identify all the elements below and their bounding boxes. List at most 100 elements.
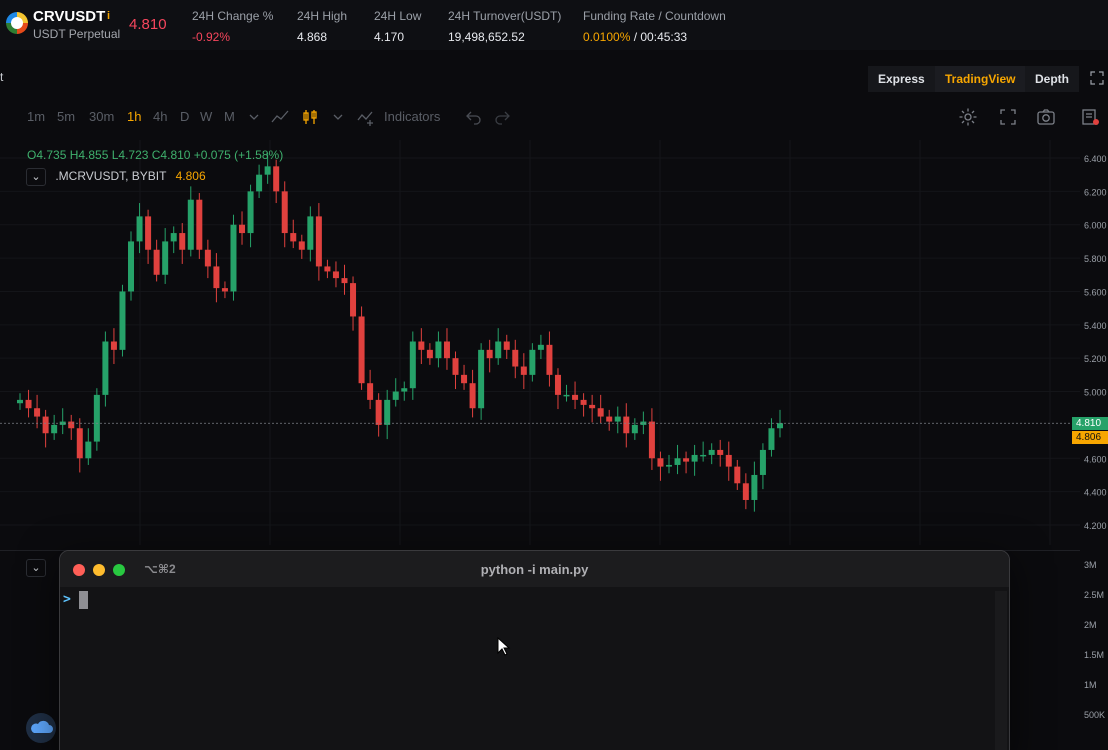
candle-body	[759, 449, 766, 475]
candle-body	[102, 341, 109, 395]
candle-body	[298, 241, 305, 250]
price-axis[interactable]: 6.400 6.200 6.000 5.800 5.600 5.400 5.200 5.000…	[1080, 140, 1108, 750]
timeframe-4h[interactable]: 4h	[153, 109, 168, 124]
terminal-window[interactable]: ⌥⌘2 python -i main.py >	[59, 550, 1010, 750]
funding-countdown: / 00:45:33	[633, 30, 688, 44]
indicators-icon[interactable]	[356, 107, 376, 127]
view-tab-tradingview[interactable]: TradingView	[935, 66, 1026, 92]
candlestick-icon[interactable]	[300, 107, 320, 127]
fullscreen-icon[interactable]	[998, 107, 1018, 127]
collapse-legend-button[interactable]: ⌄	[26, 168, 46, 186]
timeframe-m[interactable]: M	[224, 109, 235, 124]
terminal-titlebar[interactable]: ⌥⌘2 python -i main.py	[60, 551, 1009, 587]
minimize-window-button[interactable]	[93, 564, 105, 576]
candle-body	[17, 399, 23, 404]
crv-logo-icon	[6, 12, 28, 34]
candle-body	[68, 421, 75, 429]
candle-body	[683, 458, 690, 462]
candle-body	[332, 271, 339, 279]
indicators-button[interactable]: Indicators	[384, 109, 441, 124]
symbol-name[interactable]: CRVUSDT	[33, 8, 106, 25]
candle-body	[572, 394, 579, 400]
price-tick-label: 5.600	[1084, 287, 1107, 297]
stat-24h-turnover: 24H Turnover(USDT) 19,498,652.52	[448, 9, 561, 44]
candle-body	[128, 241, 135, 292]
candle-body	[409, 341, 416, 389]
price-tick-label: 5.000	[1084, 388, 1107, 398]
info-icon[interactable]: i	[107, 10, 111, 22]
timeframe-5m[interactable]: 5m	[57, 109, 76, 124]
chevron-down-icon[interactable]	[244, 107, 264, 127]
candle-body	[392, 391, 399, 400]
candle-body	[42, 416, 49, 434]
candle-body	[606, 416, 613, 422]
candle-body	[221, 288, 228, 292]
candle-body	[384, 399, 391, 425]
candle-body	[119, 291, 126, 350]
candle-body	[264, 166, 271, 175]
close-window-button[interactable]	[73, 564, 85, 576]
candle-body	[725, 454, 732, 467]
candle-body	[25, 399, 32, 409]
candle-body	[717, 449, 724, 455]
candle-body	[777, 423, 783, 429]
timeframe-30m[interactable]: 30m	[89, 109, 115, 124]
stat-value: -0.92%	[192, 30, 231, 44]
line-chart-icon[interactable]	[270, 107, 290, 127]
volume-tick-label: 2.5M	[1084, 590, 1104, 600]
candle-body	[315, 216, 322, 267]
price-tick-label: 5.200	[1084, 354, 1107, 364]
tab-shortcut: ⌥⌘2	[144, 562, 176, 576]
candle-body	[375, 399, 382, 425]
expand-icon[interactable]	[1090, 71, 1104, 85]
redo-icon[interactable]	[492, 107, 512, 127]
candle-body	[136, 216, 143, 242]
chart-layout-icon[interactable]	[1080, 107, 1100, 127]
price-tick-label: 6.400	[1084, 154, 1107, 164]
chevron-down-icon[interactable]	[328, 107, 348, 127]
candle-body	[529, 349, 536, 375]
view-tab-depth[interactable]: Depth	[1025, 66, 1079, 92]
zoom-window-button[interactable]	[113, 564, 125, 576]
settings-gear-icon[interactable]	[958, 107, 978, 127]
collapse-volume-button[interactable]: ⌄	[26, 559, 46, 577]
candle-body	[76, 428, 83, 459]
candle-body	[537, 344, 544, 350]
candle-body	[230, 224, 237, 292]
candle-body	[674, 458, 681, 465]
candle-body	[700, 454, 707, 457]
mark-price-label: 4.806	[1072, 431, 1108, 444]
view-tab-express[interactable]: Express	[868, 66, 935, 92]
volume-tick-label: 2M	[1084, 620, 1097, 630]
current-price-label: 4.810	[1072, 417, 1108, 430]
funding-values: 0.0100% / 00:45:33	[583, 30, 726, 44]
undo-icon[interactable]	[464, 107, 484, 127]
stat-label: 24H Change %	[192, 9, 274, 23]
terminal-scrollbar[interactable]	[995, 591, 1007, 750]
candlestick-chart[interactable]	[0, 140, 1080, 545]
candle-body	[469, 383, 476, 409]
candle-body	[614, 416, 621, 422]
timeframe-1m[interactable]: 1m	[27, 109, 46, 124]
candle-body	[34, 408, 41, 417]
candle-body	[401, 388, 408, 392]
candle-body	[443, 341, 450, 359]
cloud-icon[interactable]	[26, 713, 56, 743]
repl-prompt: >	[63, 592, 71, 607]
camera-icon[interactable]	[1036, 107, 1056, 127]
price-tick-label: 4.600	[1084, 454, 1107, 464]
candle-body	[742, 483, 749, 500]
candle-body	[85, 441, 92, 459]
candle-body	[273, 166, 280, 192]
stat-value: 4.868	[297, 30, 328, 44]
candle-body	[486, 349, 493, 359]
timeframe-1h[interactable]: 1h	[127, 109, 142, 124]
timeframe-w[interactable]: W	[200, 109, 213, 124]
candle-body	[563, 394, 570, 397]
cloud-glyph-icon	[31, 720, 53, 733]
text-cursor[interactable]	[79, 591, 88, 609]
candle-body	[452, 358, 459, 375]
timeframe-d[interactable]: D	[180, 109, 190, 124]
price-tick-label: 5.800	[1084, 254, 1107, 264]
candle-body	[478, 349, 485, 409]
